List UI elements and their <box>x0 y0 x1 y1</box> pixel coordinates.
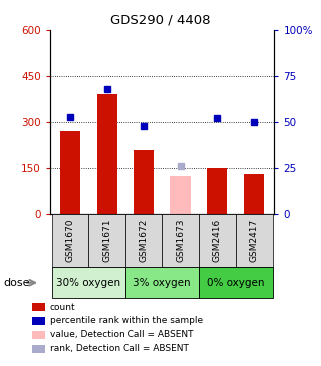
Text: GSM1672: GSM1672 <box>139 219 148 262</box>
Text: dose: dose <box>3 278 30 288</box>
Text: GDS290 / 4408: GDS290 / 4408 <box>110 14 211 27</box>
Text: count: count <box>50 303 75 311</box>
Text: percentile rank within the sample: percentile rank within the sample <box>50 317 203 325</box>
Bar <box>244 174 264 214</box>
Bar <box>97 94 117 214</box>
Bar <box>170 176 191 214</box>
Text: 0% oxygen: 0% oxygen <box>207 278 265 288</box>
Text: 3% oxygen: 3% oxygen <box>133 278 191 288</box>
Text: 30% oxygen: 30% oxygen <box>56 278 120 288</box>
Bar <box>207 168 228 214</box>
Text: GSM1670: GSM1670 <box>65 219 74 262</box>
Bar <box>134 150 154 214</box>
Text: GSM2417: GSM2417 <box>250 219 259 262</box>
Text: GSM2416: GSM2416 <box>213 219 222 262</box>
Text: GSM1671: GSM1671 <box>102 219 111 262</box>
Text: rank, Detection Call = ABSENT: rank, Detection Call = ABSENT <box>50 344 189 353</box>
Text: GSM1673: GSM1673 <box>176 219 185 262</box>
Text: value, Detection Call = ABSENT: value, Detection Call = ABSENT <box>50 330 193 339</box>
Bar <box>60 131 80 214</box>
